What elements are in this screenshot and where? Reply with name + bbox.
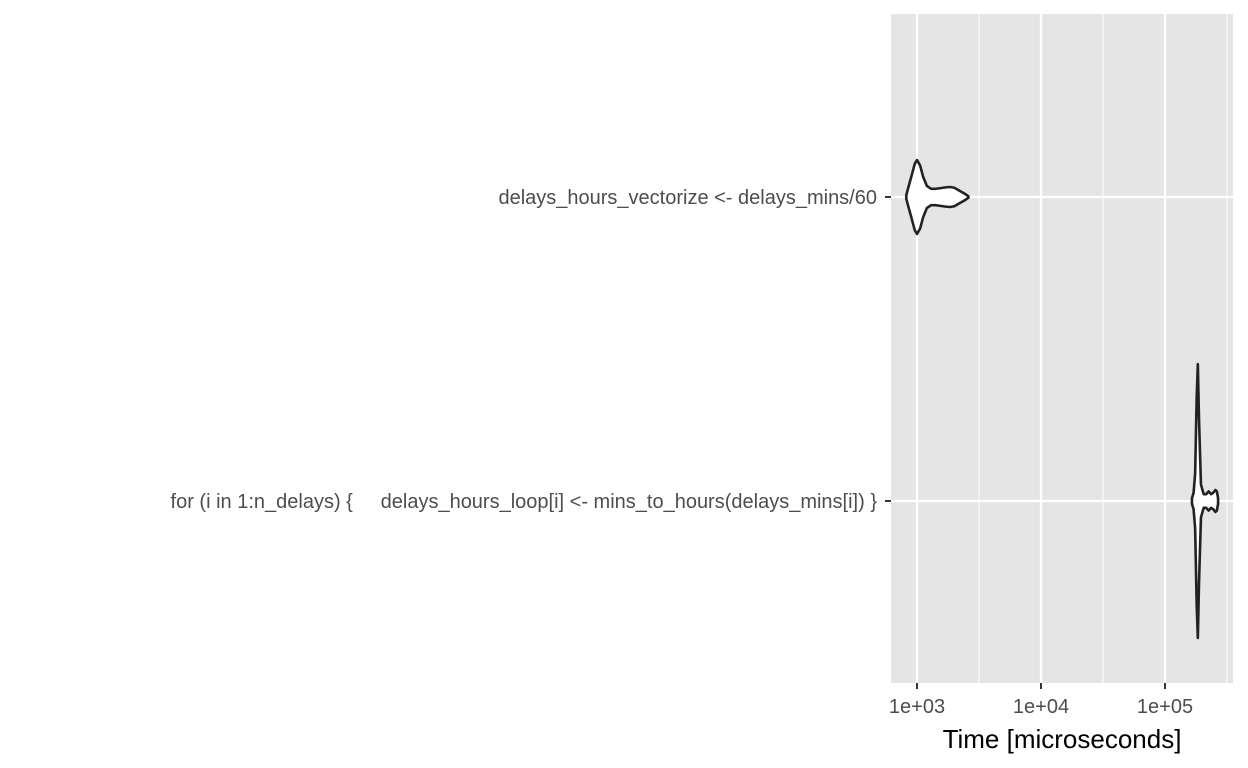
x-tick-label: 1e+03 — [889, 696, 945, 718]
x-axis-title: Time [microseconds] — [943, 724, 1182, 754]
x-tick-label: 1e+04 — [1013, 696, 1069, 718]
panel-background — [891, 14, 1233, 683]
x-tick-label: 1e+05 — [1137, 696, 1193, 718]
y-tick-label: delays_hours_vectorize <- delays_mins/60 — [498, 187, 877, 209]
violins — [905, 158, 1220, 640]
y-axis: delays_hours_vectorize <- delays_mins/60… — [171, 187, 891, 513]
minor-gridlines — [978, 14, 1228, 683]
x-axis: 1e+03 1e+04 1e+05 — [889, 683, 1193, 718]
violin-1 — [905, 158, 970, 236]
violin-2 — [1190, 362, 1220, 640]
y-tick-label: for (i in 1:n_delays) { delays_hours_loo… — [171, 491, 878, 513]
